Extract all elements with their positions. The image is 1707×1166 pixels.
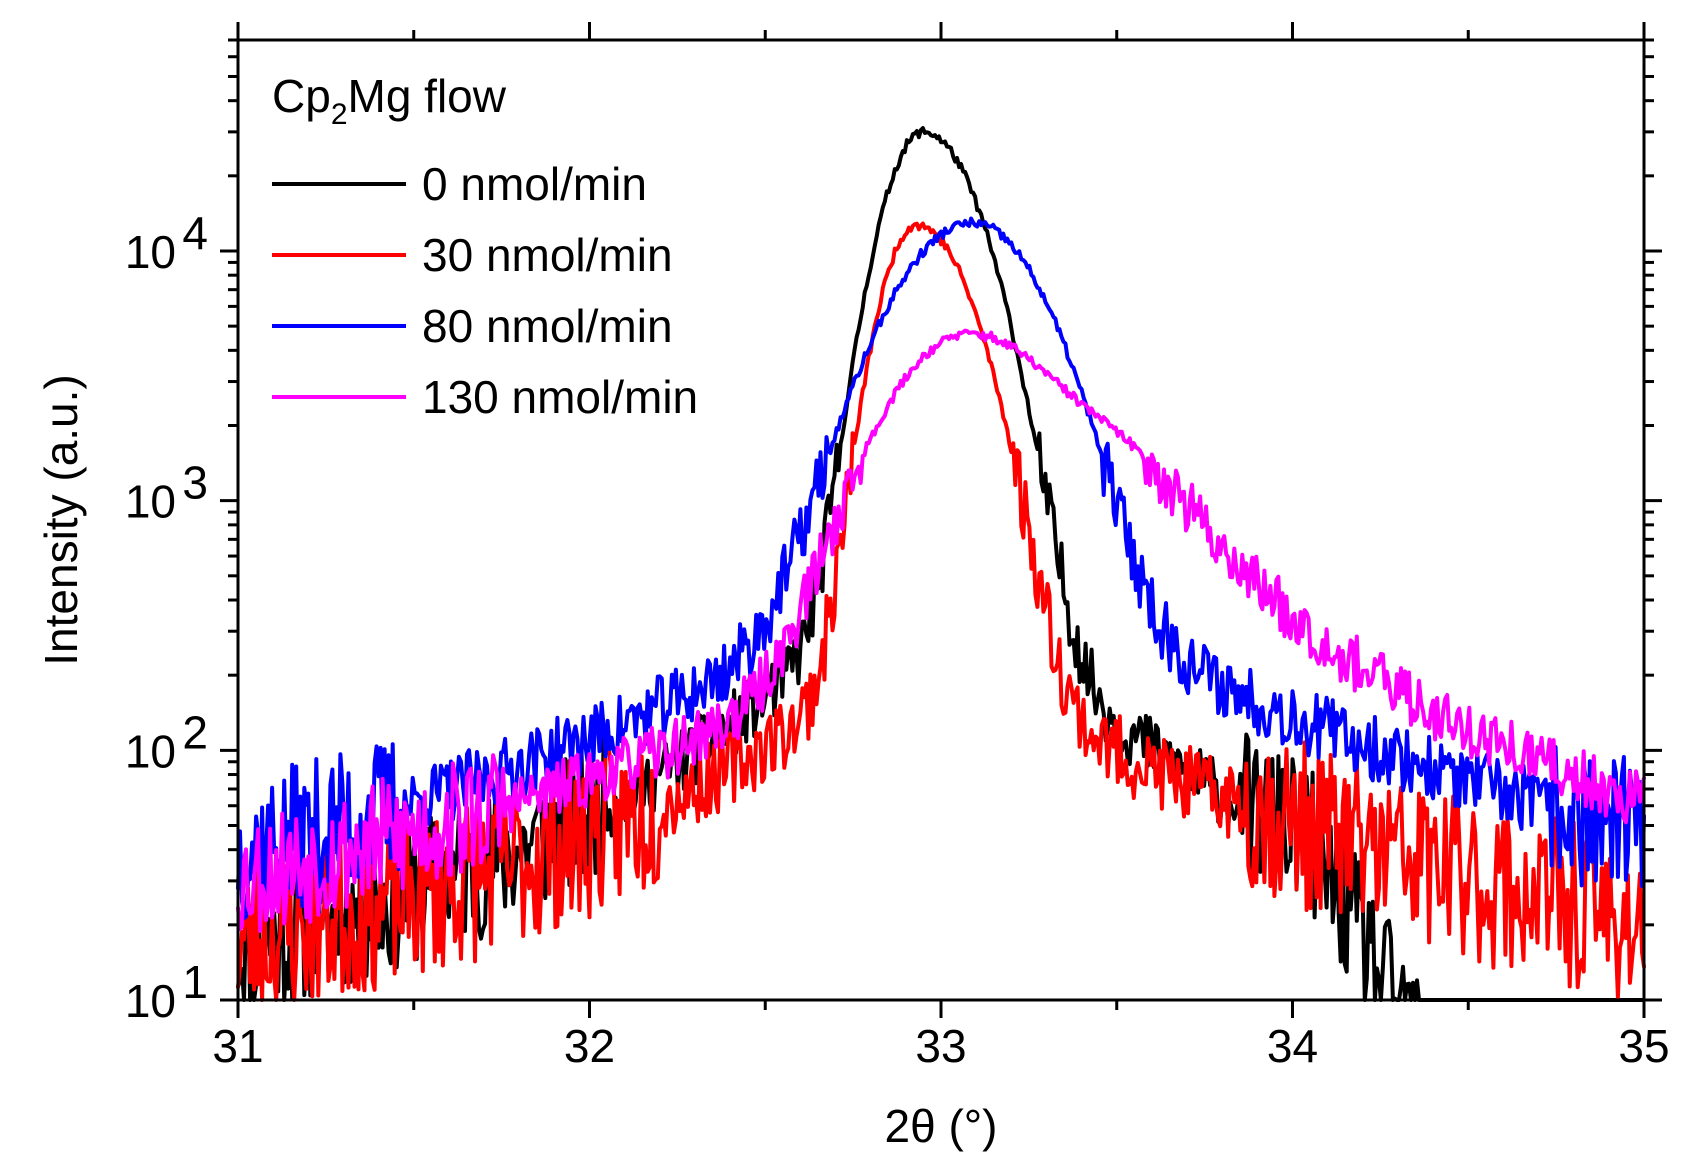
legend-title: Cp2Mg flow: [272, 70, 507, 131]
legend-label-1: 30 nmol/min: [422, 229, 673, 281]
x-tick-label: 33: [915, 1020, 966, 1072]
series-layer: [236, 126, 1646, 1002]
legend: Cp2Mg flow 0 nmol/min 30 nmol/min 80 nmol/m…: [272, 70, 698, 423]
y-tick-label: 10: [125, 725, 176, 777]
legend-label-2: 80 nmol/min: [422, 300, 673, 352]
series-line-3: [236, 328, 1646, 933]
x-tick-label: 31: [212, 1020, 263, 1072]
y-tick-exponent: 3: [182, 457, 208, 509]
y-tick-exponent: 4: [182, 207, 208, 259]
x-tick-label: 32: [564, 1020, 615, 1072]
x-axis-label: 2θ (°): [885, 1100, 998, 1152]
y-axis-label: Intensity (a.u.): [35, 374, 87, 665]
legend-label-0: 0 nmol/min: [422, 158, 647, 210]
legend-label-3: 130 nmol/min: [422, 371, 698, 423]
y-tick-label: 10: [125, 226, 176, 278]
x-tick-label: 35: [1618, 1020, 1669, 1072]
ticks-layer: [220, 22, 1662, 1018]
y-tick-label: 10: [125, 476, 176, 528]
x-tick-label: 34: [1267, 1020, 1318, 1072]
y-tick-exponent: 1: [182, 956, 208, 1008]
y-tick-label: 10: [125, 975, 176, 1027]
y-tick-exponent: 2: [182, 706, 208, 758]
